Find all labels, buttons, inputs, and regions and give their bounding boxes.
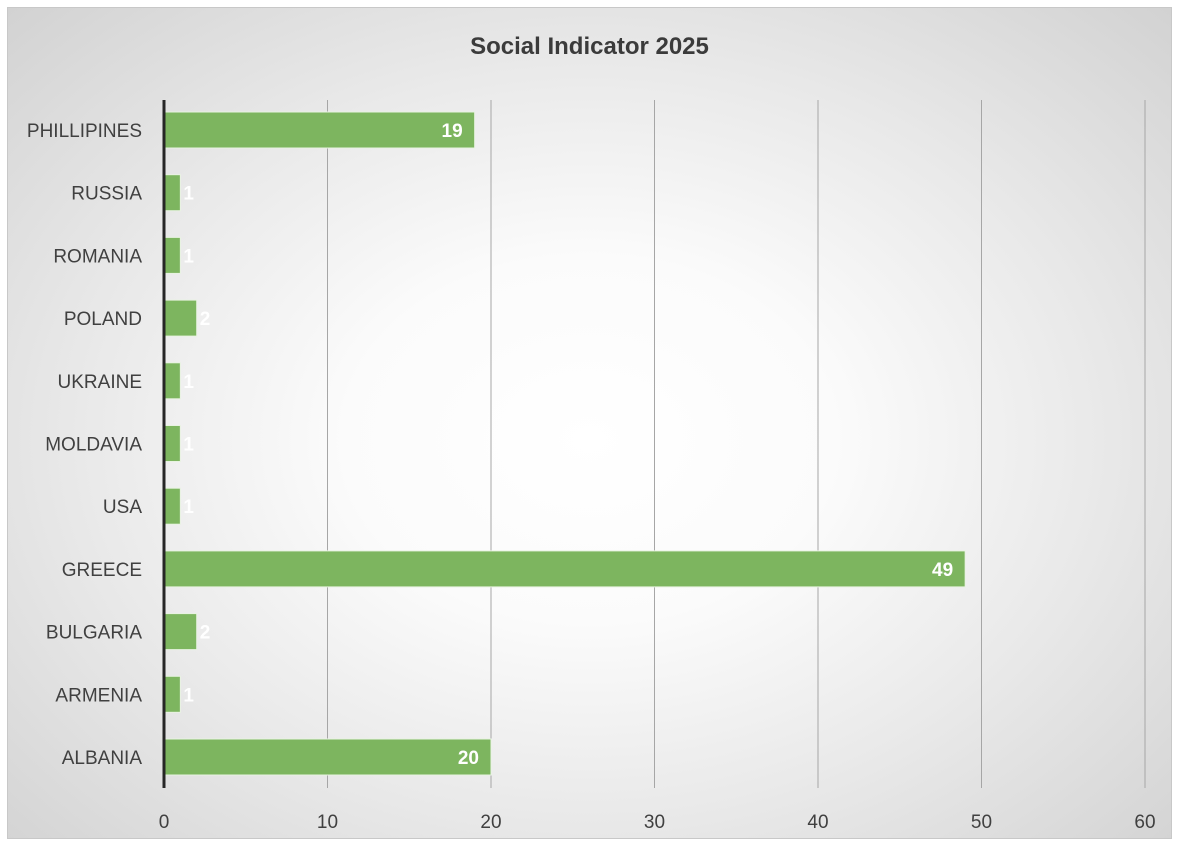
x-tick-label: 30 (644, 812, 665, 833)
x-tick-label: 10 (317, 812, 338, 833)
category-label: UKRAINE (58, 372, 142, 393)
category-label: POLAND (64, 309, 142, 330)
data-label: 1 (183, 435, 194, 456)
x-tick-label: 50 (971, 812, 992, 833)
data-label: 1 (183, 372, 194, 393)
data-label: 1 (183, 685, 194, 706)
bar (164, 425, 181, 462)
category-label: USA (103, 497, 142, 518)
category-label: ROMANIA (53, 246, 142, 267)
data-label: 19 (442, 121, 463, 142)
x-tick-label: 0 (159, 812, 170, 833)
category-label: ALBANIA (62, 748, 143, 769)
category-label: PHILLIPINES (27, 121, 142, 142)
bar (164, 613, 198, 651)
data-label: 1 (183, 246, 194, 267)
category-label: BULGARIA (46, 623, 142, 644)
category-label: ARMENIA (55, 685, 142, 706)
bar (164, 299, 198, 337)
bar (164, 550, 966, 588)
data-label: 2 (200, 623, 211, 644)
bar (164, 738, 492, 776)
data-label: 49 (932, 560, 953, 581)
category-label: GREECE (62, 560, 142, 581)
x-tick-label: 40 (807, 812, 828, 833)
bar (164, 111, 476, 149)
x-tick-label: 20 (480, 812, 501, 833)
data-label: 2 (200, 309, 211, 330)
bar (164, 487, 181, 525)
data-label: 1 (183, 497, 194, 518)
x-tick-label: 60 (1134, 812, 1155, 833)
bar (164, 236, 181, 274)
bar (164, 362, 181, 400)
data-label: 1 (183, 184, 194, 205)
category-label: MOLDAVIA (45, 435, 142, 456)
category-label: RUSSIA (71, 184, 142, 205)
chart-title: Social Indicator 2025 (470, 33, 709, 60)
bar (164, 174, 181, 212)
data-label: 20 (458, 748, 479, 769)
bar (164, 675, 181, 713)
